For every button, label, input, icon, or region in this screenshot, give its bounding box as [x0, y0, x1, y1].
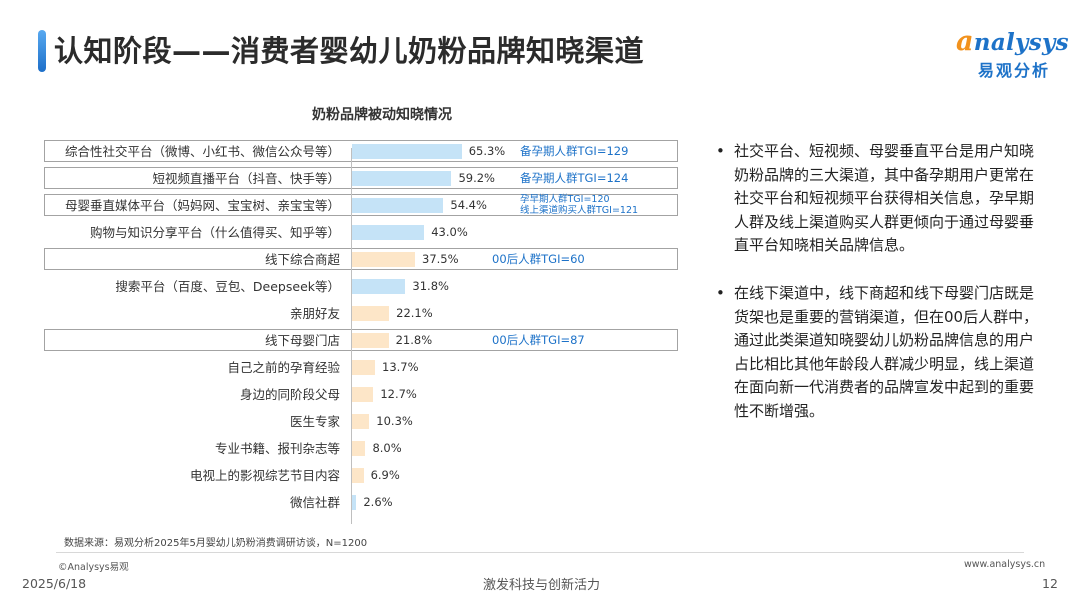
- insight-text: 在线下渠道中，线下商超和线下母婴门店既是货架也是重要的营销渠道，但在00后人群中…: [734, 284, 1039, 420]
- category-label: 短视频直播平台（抖音、快手等）: [152, 171, 340, 186]
- bar: [352, 441, 366, 456]
- chart-axis-line: [351, 148, 352, 524]
- chart-row: 电视上的影视综艺节目内容 6.9%: [0, 462, 700, 489]
- bar: [352, 279, 406, 294]
- category-label: 购物与知识分享平台（什么值得买、知乎等）: [89, 225, 340, 240]
- tgi-annotation-line: 备孕期人群TGI=129: [520, 144, 629, 158]
- page-number: 12: [1042, 576, 1058, 591]
- chart-row: 购物与知识分享平台（什么值得买、知乎等） 43.0%: [0, 219, 700, 246]
- bar: [352, 414, 370, 429]
- bullet-dot: •: [716, 142, 725, 160]
- chart-row: 微信社群 2.6%: [0, 489, 700, 516]
- bar: [352, 333, 389, 348]
- tgi-annotation-line: 线上渠道购买人群TGI=121: [520, 205, 639, 216]
- chart-row: 搜索平台（百度、豆包、Deepseek等） 31.8%: [0, 273, 700, 300]
- data-label: 37.5%: [422, 252, 459, 266]
- highlight-box: [44, 248, 678, 270]
- tgi-annotation: 备孕期人群TGI=129: [520, 138, 628, 165]
- date: 2025/6/18: [22, 576, 87, 591]
- data-label: 43.0%: [431, 225, 468, 239]
- chart-row: 自己之前的孕育经验 13.7%: [0, 354, 700, 381]
- tgi-annotation: 00后人群TGI=60: [492, 246, 585, 273]
- insight-item: • 社交平台、短视频、母婴垂直平台是用户知晓奶粉品牌的三大渠道，其中备孕期用户更…: [714, 140, 1044, 258]
- bar: [352, 306, 390, 321]
- chart-row: 医生专家 10.3%: [0, 408, 700, 435]
- chart-row: 亲朋好友 22.1%: [0, 300, 700, 327]
- tgi-annotation-line: 备孕期人群TGI=124: [520, 171, 629, 185]
- category-label: 专业书籍、报刊杂志等: [214, 441, 340, 456]
- insight-item: • 在线下渠道中，线下商超和线下母婴门店既是货架也是重要的营销渠道，但在00后人…: [714, 282, 1044, 423]
- bar-chart: 综合性社交平台（微博、小红书、微信公众号等） 65.3% 备孕期人群TGI=129 短…: [0, 138, 700, 538]
- data-label: 22.1%: [396, 306, 433, 320]
- footer-divider: [56, 552, 1024, 553]
- chart-row: 短视频直播平台（抖音、快手等） 59.2% 备孕期人群TGI=124: [0, 165, 700, 192]
- data-label: 54.4%: [450, 198, 487, 212]
- data-label: 13.7%: [382, 360, 419, 374]
- bar: [352, 468, 364, 483]
- highlight-box: [44, 194, 678, 216]
- data-label: 2.6%: [363, 495, 393, 509]
- category-label: 线下母婴门店: [264, 333, 340, 348]
- data-label: 12.7%: [380, 387, 417, 401]
- chart-row: 母婴垂直媒体平台（妈妈网、宝宝树、亲宝宝等） 54.4% 孕早期人群TGI=120 线…: [0, 192, 700, 219]
- category-label: 搜索平台（百度、豆包、Deepseek等）: [115, 279, 340, 294]
- website-link[interactable]: www.analysys.cn: [964, 559, 1046, 570]
- bar: [352, 495, 357, 510]
- chart-row: 综合性社交平台（微博、小红书、微信公众号等） 65.3% 备孕期人群TGI=129: [0, 138, 700, 165]
- tgi-annotation: 孕早期人群TGI=120 线上渠道购买人群TGI=121: [520, 192, 638, 221]
- category-label: 身边的同阶段父母: [239, 387, 340, 402]
- data-label: 65.3%: [468, 144, 506, 158]
- bar: [352, 360, 376, 375]
- logo-subtitle: 易观分析: [978, 61, 1051, 80]
- tgi-annotation: 00后人群TGI=87: [492, 327, 585, 354]
- highlight-box: [44, 329, 678, 351]
- data-label: 21.8%: [395, 333, 433, 347]
- data-label: 10.3%: [376, 414, 413, 428]
- copyright: ©Analysys易观: [58, 562, 129, 573]
- chart-row: 线下母婴门店 21.8% 00后人群TGI=87: [0, 327, 700, 354]
- category-label: 自己之前的孕育经验: [227, 360, 340, 375]
- category-label: 医生专家: [289, 414, 340, 429]
- bullet-dot: •: [716, 284, 725, 302]
- logo-wordmark: analysys: [956, 26, 1069, 57]
- chart-row: 专业书籍、报刊杂志等 8.0%: [0, 435, 700, 462]
- logo-mark: a: [956, 26, 974, 57]
- category-label: 线下综合商超: [264, 252, 340, 267]
- data-label: 31.8%: [412, 279, 449, 293]
- data-label: 8.0%: [372, 441, 402, 455]
- bar: [352, 198, 444, 213]
- data-label: 59.2%: [458, 171, 495, 185]
- bar: [352, 144, 462, 159]
- category-label: 综合性社交平台（微博、小红书、微信公众号等）: [64, 144, 340, 159]
- highlight-box: [44, 167, 678, 189]
- bar: [352, 171, 452, 186]
- slogan: 激发科技与创新活力: [483, 578, 601, 593]
- tgi-annotation-line: 孕早期人群TGI=120: [520, 194, 610, 205]
- data-source: 数据来源：易观分析2025年5月婴幼儿奶粉消费调研访谈，N=1200: [64, 538, 368, 549]
- tgi-annotation: 备孕期人群TGI=124: [520, 165, 628, 192]
- bar: [352, 387, 374, 402]
- page-title: 认知阶段——消费者婴幼儿奶粉品牌知晓渠道: [54, 34, 645, 68]
- title-accent-bar: [38, 30, 46, 72]
- logo-word: nalysys: [973, 29, 1069, 56]
- bar: [352, 225, 425, 240]
- bar: [352, 252, 415, 267]
- data-label: 6.9%: [370, 468, 400, 482]
- chart-title: 奶粉品牌被动知晓情况: [312, 107, 452, 123]
- tgi-annotation-line: 00后人群TGI=87: [492, 333, 585, 347]
- insight-text: 社交平台、短视频、母婴垂直平台是用户知晓奶粉品牌的三大渠道，其中备孕期用户更常在…: [734, 142, 1035, 254]
- analysys-logo: analysys 易观分析: [954, 26, 1069, 80]
- chart-row: 身边的同阶段父母 12.7%: [0, 381, 700, 408]
- category-label: 微信社群: [289, 495, 340, 510]
- category-label: 母婴垂直媒体平台（妈妈网、宝宝树、亲宝宝等）: [64, 198, 340, 213]
- category-label: 电视上的影视综艺节目内容: [189, 468, 340, 483]
- category-label: 亲朋好友: [289, 306, 340, 321]
- highlight-box: [44, 140, 678, 162]
- chart-row: 线下综合商超 37.5% 00后人群TGI=60: [0, 246, 700, 273]
- tgi-annotation-line: 00后人群TGI=60: [492, 252, 585, 266]
